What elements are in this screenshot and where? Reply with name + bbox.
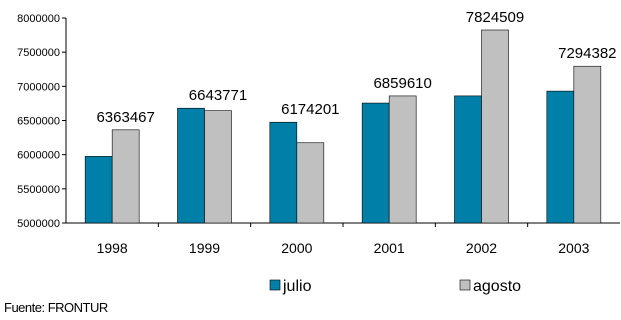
legend: julio agosto	[269, 278, 521, 295]
bar-julio	[177, 107, 205, 224]
y-axis: 5000000 5500000 6000000 6500000 7000000 75000…	[17, 13, 67, 230]
x-tick-label: 1999	[189, 240, 220, 256]
bar-agosto	[481, 29, 509, 224]
x-tick-label: 2003	[558, 240, 589, 256]
data-label: 7824509	[466, 9, 524, 26]
bar-agosto	[573, 65, 602, 224]
bar-julio	[269, 121, 298, 224]
x-axis: 1998 1999 2000 2001 2002 2003	[66, 222, 620, 256]
source-text: Fuente: FRONTUR	[4, 300, 108, 315]
y-tick-label: 7000000	[17, 81, 60, 93]
source-note: Fuente: FRONTUR	[4, 300, 108, 315]
data-label: 6174201	[281, 101, 339, 118]
bar-julio	[454, 95, 482, 224]
y-tick-label: 6000000	[17, 150, 60, 162]
legend-swatch	[459, 279, 471, 291]
y-tick-label: 8000000	[17, 13, 60, 25]
y-tick-label: 5500000	[17, 184, 60, 196]
legend-label: julio	[282, 278, 312, 295]
bar-agosto	[204, 110, 232, 224]
x-tick-label: 2000	[281, 240, 312, 256]
data-label: 7294382	[558, 45, 616, 62]
data-label: 6643771	[189, 87, 247, 104]
x-tick-label: 2001	[374, 240, 405, 256]
x-tick-label: 1998	[97, 240, 128, 256]
y-tick-label: 7500000	[17, 47, 60, 59]
y-tick-label: 5000000	[17, 218, 60, 230]
bars	[84, 29, 602, 224]
bar-agosto	[111, 129, 140, 224]
bar-julio	[361, 102, 390, 224]
bar-julio	[546, 90, 575, 224]
bar-agosto	[388, 95, 417, 224]
data-label: 6363467	[96, 109, 154, 126]
y-tick-label: 6500000	[17, 116, 60, 128]
x-tick-label: 2002	[466, 240, 497, 256]
bar-julio	[84, 156, 113, 224]
legend-swatch	[269, 279, 281, 291]
legend-label: agosto	[473, 278, 521, 295]
bar-agosto	[296, 142, 325, 224]
data-label: 6859610	[373, 75, 431, 92]
data-labels: 6363467 6643771 6174201 6859610 7824509 72943…	[96, 9, 616, 126]
